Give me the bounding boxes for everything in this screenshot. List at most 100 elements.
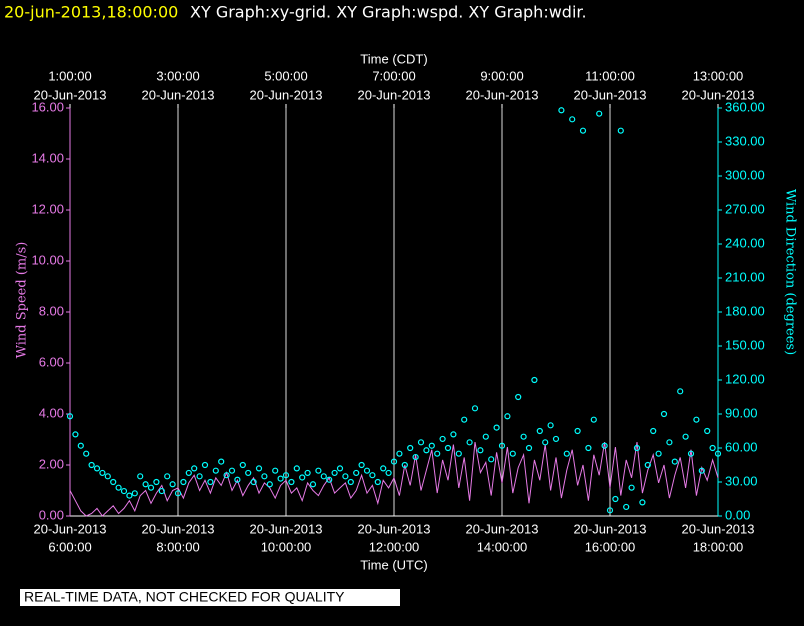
direction-point [234,476,241,483]
direction-point [569,116,576,123]
direction-point [671,458,678,465]
y-tick-label: 4.00 [39,405,64,420]
direction-point [687,450,695,457]
direction-point [407,444,414,452]
direction-point [714,450,722,457]
direction-point [309,481,317,488]
direction-point [363,467,371,474]
direction-point [299,474,306,481]
direction-point [174,490,182,497]
direction-point [455,450,462,457]
x2-tick-date: 20-Jun-2013 [142,87,215,102]
x2-tick-date: 20-Jun-2013 [250,87,323,102]
direction-point [137,473,144,480]
x2-tick-date: 20-Jun-2013 [466,87,539,102]
x2-tick-label: 13:00:00 [693,68,744,83]
direction-point [207,478,214,486]
x-tick-label: 10:00:00 [261,539,312,554]
x2-tick-date: 20-Jun-2013 [358,87,431,102]
y-tick-label: 0.00 [39,507,64,522]
direction-point [704,427,711,435]
y2-tick-label: 270.00 [725,201,765,216]
direction-point [590,416,597,423]
direction-point [266,481,273,488]
y-tick-label: 2.00 [39,456,64,471]
x2-tick-label: 7:00:00 [372,68,415,83]
direction-point [126,492,133,499]
direction-point [471,405,479,412]
direction-point [428,442,435,449]
direction-point [191,465,198,472]
direction-point [660,410,668,418]
x-tick-label: 18:00:00 [693,539,744,554]
direction-point [401,461,408,469]
y-tick-label: 10.00 [31,252,64,267]
direction-point [374,478,381,486]
direction-point [72,431,79,438]
direction-point [110,478,117,486]
direction-point [347,478,354,486]
direction-point [450,431,457,438]
direction-point [380,465,387,472]
direction-point [498,442,506,449]
direction-point [158,487,165,495]
direction-point [104,473,111,480]
direction-point [282,472,290,479]
direction-point [315,467,322,474]
y2-tick-label: 180.00 [725,303,765,318]
direction-point [623,503,630,511]
y2-tick-label: 90.00 [725,405,758,420]
x2-tick-label: 3:00:00 [156,68,199,83]
direction-point [385,469,392,477]
y2-tick-label: 150.00 [725,337,765,352]
direction-point [223,472,230,479]
x-tick-date: 20-Jun-2013 [358,521,431,536]
x2-tick-label: 5:00:00 [264,68,307,83]
x-tick-label: 8:00:00 [156,539,199,554]
x2-tick-label: 11:00:00 [585,68,635,83]
direction-point [563,450,570,457]
direction-point [482,433,489,440]
direction-point [558,107,565,114]
direction-point [525,444,533,452]
direction-point [66,413,74,420]
direction-point [709,444,716,452]
y-tick-label: 14.00 [31,150,64,165]
direction-point [461,416,468,423]
direction-point [288,478,295,486]
direction-point [606,507,614,514]
direction-point [682,433,689,440]
direction-point [644,461,651,469]
direction-point [444,444,452,452]
direction-point [353,469,360,477]
direction-point [304,469,311,477]
direction-point [412,453,419,461]
y-tick-label: 12.00 [31,201,64,216]
x2-tick-label: 1:00:00 [48,68,91,83]
direction-point [439,435,446,443]
direction-point [326,476,333,483]
direction-point [477,447,484,454]
direction-point [93,465,101,472]
direction-point [552,435,560,443]
direction-point [212,467,219,474]
y2-tick-label: 300.00 [725,167,765,182]
direction-point [261,473,268,480]
x-tick-date: 20-Jun-2013 [250,521,323,536]
direction-point [650,427,657,435]
direction-point [153,478,160,486]
direction-point [77,442,84,449]
y2-tick-label: 60.00 [725,439,758,454]
y2-tick-label: 330.00 [725,133,765,148]
direction-point [120,487,128,495]
direction-point [320,473,327,480]
y2-tick-label: 30.00 [725,473,758,488]
notice-box [20,589,400,606]
x2-tick-date: 20-Jun-2013 [682,87,755,102]
x-tick-label: 12:00:00 [369,539,420,554]
direction-point [396,450,403,457]
x-tick-date: 20-Jun-2013 [574,521,647,536]
direction-point [574,427,581,435]
direction-point [331,469,338,477]
direction-point [509,450,516,457]
